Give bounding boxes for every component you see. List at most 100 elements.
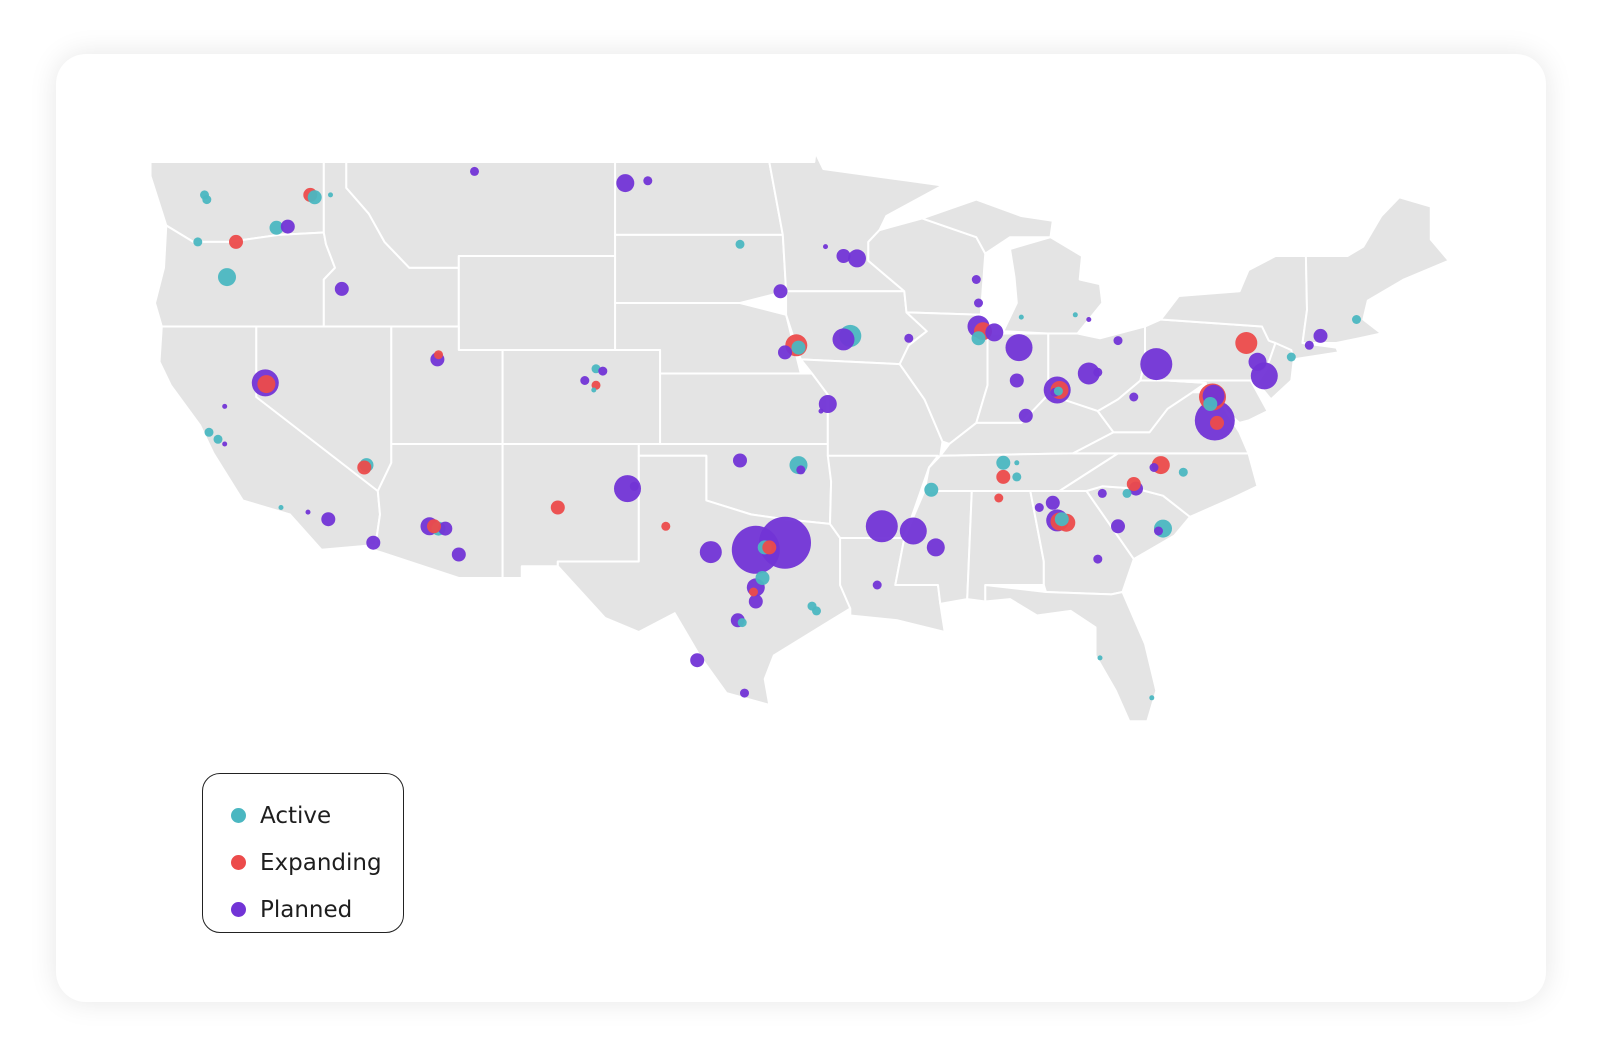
site-marker-planned[interactable] — [1077, 362, 1100, 385]
site-marker-active[interactable] — [278, 505, 284, 510]
site-marker-active[interactable] — [791, 340, 806, 355]
site-marker-active[interactable] — [1014, 460, 1020, 466]
site-marker-expanding[interactable] — [996, 469, 1011, 484]
site-marker-active[interactable] — [996, 455, 1011, 470]
site-marker-planned[interactable] — [904, 333, 914, 343]
site-marker-planned[interactable] — [899, 517, 927, 545]
site-marker-planned[interactable] — [974, 298, 983, 308]
site-marker-planned[interactable] — [1313, 328, 1328, 343]
site-marker-planned[interactable] — [1045, 495, 1060, 510]
site-marker-active[interactable] — [1286, 352, 1296, 362]
site-marker-planned[interactable] — [1111, 519, 1125, 534]
site-marker-planned[interactable] — [796, 465, 806, 475]
site-marker-active[interactable] — [591, 364, 601, 374]
site-marker-planned[interactable] — [848, 249, 866, 268]
site-marker-planned[interactable] — [616, 174, 635, 193]
site-marker-planned[interactable] — [740, 688, 749, 698]
site-marker-planned[interactable] — [836, 249, 851, 263]
site-marker-expanding[interactable] — [1126, 477, 1141, 491]
site-marker-active[interactable] — [202, 195, 212, 205]
site-marker-active[interactable] — [812, 606, 821, 616]
site-marker-planned[interactable] — [1086, 317, 1092, 322]
site-marker-planned[interactable] — [773, 284, 788, 299]
site-marker-planned[interactable] — [823, 244, 828, 250]
site-marker-planned[interactable] — [580, 376, 590, 385]
site-marker-expanding[interactable] — [229, 234, 243, 249]
site-marker-planned[interactable] — [1149, 463, 1159, 472]
site-marker-active[interactable] — [1053, 386, 1063, 396]
site-marker-planned[interactable] — [818, 395, 837, 413]
site-marker-planned[interactable] — [733, 453, 747, 468]
site-marker-expanding[interactable] — [434, 350, 443, 360]
site-marker-planned[interactable] — [1113, 336, 1123, 346]
site-marker-planned[interactable] — [1097, 488, 1107, 498]
site-marker-planned[interactable] — [818, 408, 824, 414]
site-marker-planned[interactable] — [470, 166, 479, 176]
site-marker-active[interactable] — [1097, 655, 1103, 661]
site-marker-planned[interactable] — [971, 275, 981, 284]
site-marker-planned[interactable] — [438, 521, 453, 536]
site-marker-planned[interactable] — [366, 535, 381, 550]
site-marker-active[interactable] — [269, 220, 284, 235]
site-marker-active[interactable] — [1122, 488, 1132, 498]
site-marker-planned[interactable] — [1009, 373, 1024, 388]
site-marker-active[interactable] — [755, 571, 770, 585]
site-marker-planned[interactable] — [690, 653, 705, 668]
site-marker-active[interactable] — [328, 192, 333, 198]
site-marker-active[interactable] — [307, 190, 322, 205]
site-marker-planned[interactable] — [926, 538, 945, 557]
site-marker-active[interactable] — [1149, 695, 1155, 701]
site-marker-planned[interactable] — [748, 594, 763, 609]
site-marker-active[interactable] — [1018, 314, 1024, 320]
site-marker-active[interactable] — [1178, 467, 1188, 477]
site-marker-planned[interactable] — [629, 481, 639, 491]
site-marker-active[interactable] — [971, 331, 986, 346]
site-marker-expanding[interactable] — [257, 375, 276, 394]
site-marker-planned[interactable] — [1140, 348, 1173, 381]
site-marker-planned[interactable] — [451, 547, 466, 562]
site-marker-active[interactable] — [1203, 397, 1218, 411]
site-marker-planned[interactable] — [731, 525, 780, 574]
site-marker-expanding[interactable] — [550, 500, 565, 515]
site-marker-active[interactable] — [1012, 472, 1022, 482]
site-marker-planned[interactable] — [872, 580, 882, 590]
site-marker-active[interactable] — [1352, 315, 1361, 324]
site-marker-planned[interactable] — [1005, 334, 1033, 362]
site-marker-planned[interactable] — [305, 509, 311, 515]
site-marker-planned[interactable] — [222, 441, 228, 447]
site-marker-active[interactable] — [737, 618, 747, 628]
site-marker-planned[interactable] — [1093, 554, 1103, 564]
site-marker-active[interactable] — [735, 239, 745, 249]
site-marker-planned[interactable] — [1018, 408, 1033, 423]
site-marker-planned[interactable] — [865, 510, 898, 543]
site-marker-planned[interactable] — [280, 219, 295, 234]
site-marker-planned[interactable] — [1154, 526, 1163, 536]
site-marker-planned[interactable] — [699, 541, 722, 564]
site-marker-planned[interactable] — [1248, 352, 1267, 371]
site-marker-active[interactable] — [204, 427, 214, 437]
site-marker-active[interactable] — [1072, 312, 1078, 318]
site-marker-active[interactable] — [591, 387, 597, 393]
site-marker-expanding[interactable] — [1235, 332, 1258, 354]
site-marker-planned[interactable] — [1304, 340, 1314, 350]
site-marker-expanding[interactable] — [762, 540, 777, 555]
site-marker-expanding[interactable] — [661, 521, 671, 531]
site-marker-planned[interactable] — [1129, 392, 1139, 402]
site-marker-expanding[interactable] — [357, 460, 372, 475]
site-marker-expanding[interactable] — [749, 587, 758, 597]
site-marker-planned[interactable] — [1034, 503, 1044, 512]
site-marker-planned[interactable] — [222, 403, 228, 409]
site-marker-active[interactable] — [1054, 512, 1069, 527]
site-marker-planned[interactable] — [598, 366, 608, 376]
site-marker-planned[interactable] — [1093, 367, 1103, 377]
site-marker-planned[interactable] — [643, 176, 653, 186]
site-marker-active[interactable] — [218, 268, 236, 287]
site-marker-planned[interactable] — [832, 328, 855, 351]
site-marker-active[interactable] — [213, 434, 223, 444]
site-marker-expanding[interactable] — [994, 493, 1004, 503]
site-marker-planned[interactable] — [321, 512, 336, 527]
site-marker-planned[interactable] — [334, 281, 349, 296]
site-marker-expanding[interactable] — [1210, 415, 1224, 430]
site-marker-planned[interactable] — [985, 323, 1004, 342]
site-marker-active[interactable] — [193, 237, 203, 247]
